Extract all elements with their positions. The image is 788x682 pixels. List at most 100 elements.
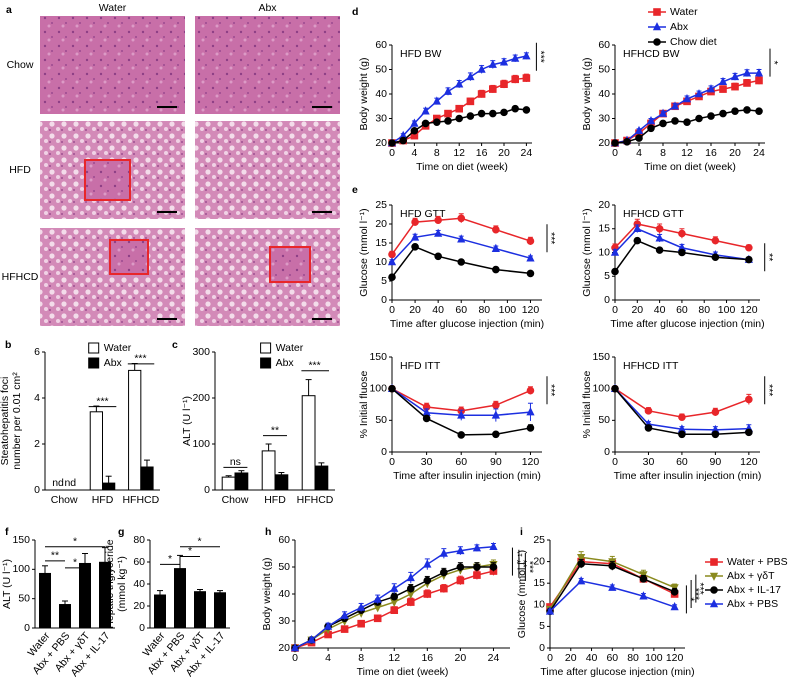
y-tick-label: 50 xyxy=(18,592,30,604)
marker xyxy=(472,543,482,552)
marker xyxy=(290,643,300,652)
y-axis-label: Body weight (g) xyxy=(261,558,273,631)
x-axis-label: Time after insulin injection (min) xyxy=(393,470,541,482)
x-tick-label: 40 xyxy=(654,304,666,316)
marker xyxy=(457,234,466,243)
marker xyxy=(456,576,465,585)
bar xyxy=(128,369,142,491)
x-tick-label: HFD xyxy=(92,494,114,506)
marker xyxy=(683,118,691,126)
marker xyxy=(653,8,661,16)
marker xyxy=(423,559,432,568)
marker xyxy=(410,126,419,135)
value-label: nd xyxy=(52,477,64,489)
marker xyxy=(646,116,656,125)
marker xyxy=(456,563,465,571)
x-tick-label: 100 xyxy=(499,304,517,316)
x-axis-label: Time on diet (week) xyxy=(416,161,508,173)
x-tick-label: 4 xyxy=(325,652,331,664)
x-tick-label: 8 xyxy=(434,147,440,159)
row-label: HFD xyxy=(9,164,31,176)
significance-label: *** xyxy=(308,360,320,372)
marker xyxy=(694,89,704,98)
marker xyxy=(745,428,753,437)
x-tick-label: 0 xyxy=(612,456,618,468)
y-axis-label: % Initial fluose xyxy=(358,370,370,438)
marker xyxy=(608,582,617,591)
series-line xyxy=(614,227,749,261)
bar xyxy=(140,466,154,491)
legend-swatch xyxy=(260,342,272,354)
marker xyxy=(711,430,720,439)
marker xyxy=(678,248,686,257)
legend-label: Abx xyxy=(670,21,689,33)
marker xyxy=(710,586,718,594)
y-tick-label: 40 xyxy=(375,88,387,100)
panel-letter: b xyxy=(5,339,11,351)
marker xyxy=(444,117,452,125)
marker xyxy=(491,410,500,419)
y-tick-label: 15 xyxy=(533,577,545,589)
chart-title: HFD GTT xyxy=(400,208,446,220)
marker xyxy=(633,236,642,245)
marker xyxy=(647,124,655,133)
y-axis-label: Body weight (g) xyxy=(581,58,593,131)
histology-image xyxy=(195,228,340,326)
y-tick-label: 2 xyxy=(34,438,40,450)
legend-label: Water xyxy=(670,6,698,18)
x-tick-label: 0 xyxy=(547,652,553,664)
x-tick-label: 20 xyxy=(498,147,510,159)
y-tick-label: 60 xyxy=(375,39,387,51)
marker xyxy=(489,541,498,551)
bar xyxy=(221,476,236,491)
marker xyxy=(388,273,396,282)
x-tick-label: 12 xyxy=(681,147,693,159)
significance-label: * xyxy=(168,553,172,565)
series-line xyxy=(391,217,531,255)
legend-label: Water xyxy=(104,342,132,354)
marker xyxy=(307,634,316,644)
marker xyxy=(421,106,430,115)
panel-letter: a xyxy=(6,4,12,16)
marker xyxy=(434,252,442,261)
row-label: Chow xyxy=(7,59,34,71)
x-tick-label: 16 xyxy=(705,147,717,159)
x-tick-label: 20 xyxy=(565,652,577,664)
x-tick-label: 20 xyxy=(631,304,643,316)
legend-label: Chow diet xyxy=(670,36,717,48)
y-axis-label: ALT (U l⁻¹) xyxy=(1,559,13,609)
x-tick-label: 16 xyxy=(421,652,433,664)
x-tick-label: 24 xyxy=(753,147,765,159)
marker xyxy=(357,619,365,628)
x-tick-label: 20 xyxy=(729,147,741,159)
significance-label: ** xyxy=(51,550,59,562)
marker xyxy=(473,563,481,571)
y-tick-label: 10 xyxy=(533,599,545,611)
significance-label: * xyxy=(198,536,202,548)
series-line xyxy=(391,245,531,278)
y-axis-label: (mmol kg⁻¹) xyxy=(116,556,128,612)
legend-swatch xyxy=(88,357,100,369)
x-axis-label: Time after glucose injection (min) xyxy=(540,666,694,678)
x-tick-label: 120 xyxy=(740,456,758,468)
significance-label: * xyxy=(73,536,77,548)
marker xyxy=(434,228,443,237)
marker xyxy=(492,225,500,234)
marker xyxy=(443,86,453,95)
y-tick-label: 6 xyxy=(34,346,40,358)
marker xyxy=(671,117,679,125)
marker xyxy=(639,575,648,583)
marker xyxy=(678,229,686,238)
marker xyxy=(455,104,463,113)
x-tick-label: 4 xyxy=(411,147,417,159)
y-tick-label: 5 xyxy=(381,275,387,287)
marker xyxy=(608,562,617,570)
marker xyxy=(340,625,349,633)
y-tick-label: 0 xyxy=(204,484,210,496)
marker xyxy=(745,243,753,252)
x-axis-label: Time after glucose injection (min) xyxy=(390,318,544,330)
y-tick-label: 300 xyxy=(192,346,210,358)
panel-letter: i xyxy=(520,526,523,538)
marker xyxy=(456,545,465,555)
marker xyxy=(655,233,664,242)
